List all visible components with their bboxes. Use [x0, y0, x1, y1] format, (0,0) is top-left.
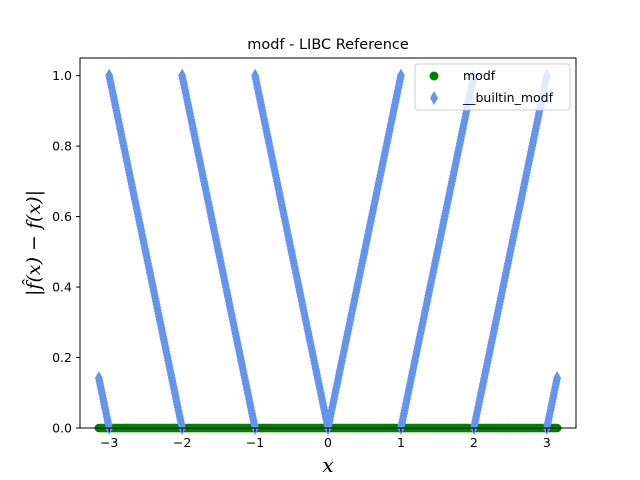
x-tick-label: −3 [100, 435, 118, 450]
x-tick-label: −2 [173, 435, 191, 450]
ticks: −3 −2 −1 0 1 2 3 0.0 0.2 0.4 0.6 0.8 1.0 [52, 68, 551, 450]
y-tick-label: 1.0 [52, 68, 72, 83]
legend-label-builtin-modf: __builtin_modf [462, 90, 554, 105]
y-tick-label: 0.4 [52, 280, 72, 295]
series-builtin-modf [94, 68, 562, 435]
x-tick-label: 1 [397, 435, 405, 450]
x-tick-label: 0 [324, 435, 332, 450]
x-tick-label: 3 [543, 435, 551, 450]
x-tick-label: 2 [470, 435, 478, 450]
legend-marker-builtin-modf [430, 91, 438, 105]
legend-box [414, 63, 571, 111]
legend-label-modf: modf [463, 68, 496, 83]
legend-marker-modf [429, 71, 439, 81]
y-tick-label: 0.8 [52, 139, 72, 154]
builtin-modf-point [396, 68, 405, 83]
chart-title: modf - LIBC Reference [247, 37, 409, 53]
y-tick-label: 0.2 [52, 350, 72, 365]
y-tick-label: 0.6 [52, 209, 72, 224]
y-tick-label: 0.0 [52, 421, 72, 436]
x-axis-label: x [322, 453, 333, 477]
legend: modf __builtin_modf [414, 63, 571, 111]
y-axis-label: |f̂(x) − f(x)| [22, 190, 45, 296]
builtin-modf-point [553, 371, 562, 386]
x-tick-label: −1 [246, 435, 264, 450]
